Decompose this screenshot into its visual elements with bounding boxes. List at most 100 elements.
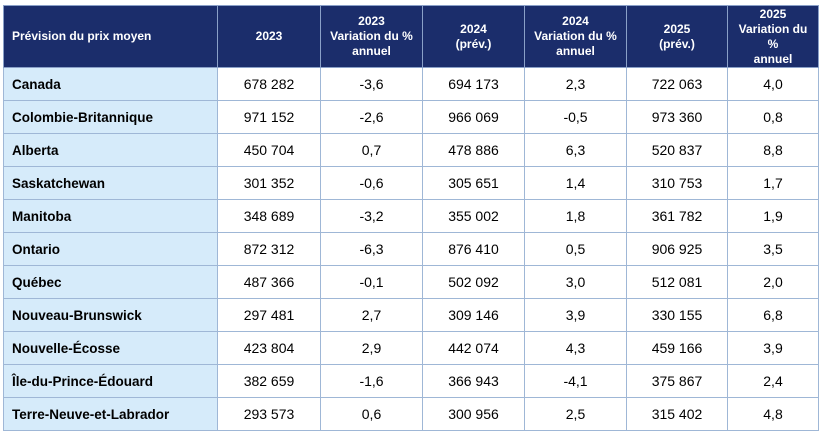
price-2025: 361 782 <box>626 199 728 233</box>
header-2024-change: 2024 Variation du % annuel <box>524 5 627 68</box>
price-2025: 459 166 <box>626 331 728 365</box>
change-2024: 1,8 <box>524 199 627 233</box>
change-2024: 0,5 <box>524 232 627 266</box>
region-name: Québec <box>3 265 218 299</box>
change-2025: 1,7 <box>727 166 819 200</box>
change-2024: 3,9 <box>524 298 627 332</box>
change-2025: 1,9 <box>727 199 819 233</box>
price-forecast-table: Prévision du prix moyen 2023 2023 Variat… <box>3 5 819 431</box>
price-2025: 310 753 <box>626 166 728 200</box>
change-2024: 1,4 <box>524 166 627 200</box>
price-2023: 678 282 <box>217 67 321 101</box>
price-2025: 315 402 <box>626 397 728 431</box>
header-2024-forecast: 2024 (prév.) <box>422 5 525 68</box>
price-2023: 450 704 <box>217 133 321 167</box>
price-2023: 297 481 <box>217 298 321 332</box>
header-2023: 2023 <box>217 5 321 68</box>
price-2024: 694 173 <box>422 67 525 101</box>
header-2023-change: 2023 Variation du % annuel <box>320 5 423 68</box>
table-row: Nouvelle-Écosse 423 804 2,9 442 074 4,3 … <box>3 331 819 365</box>
change-2025: 3,9 <box>727 331 819 365</box>
table-row: Terre-Neuve-et-Labrador 293 573 0,6 300 … <box>3 397 819 431</box>
price-2025: 512 081 <box>626 265 728 299</box>
change-2024: 2,3 <box>524 67 627 101</box>
region-name: Canada <box>3 67 218 101</box>
price-2024: 309 146 <box>422 298 525 332</box>
change-2025: 6,8 <box>727 298 819 332</box>
header-region-label: Prévision du prix moyen <box>12 29 152 43</box>
header-2025-change: 2025 Variation du % annuel <box>727 5 819 68</box>
price-2023: 293 573 <box>217 397 321 431</box>
price-2023: 382 659 <box>217 364 321 398</box>
price-2025: 330 155 <box>626 298 728 332</box>
region-name: Nouveau-Brunswick <box>3 298 218 332</box>
header-2025-change-line2: Variation du % <box>738 21 808 51</box>
region-name: Colombie-Britannique <box>3 100 218 134</box>
price-2024: 966 069 <box>422 100 525 134</box>
change-2024: -0,5 <box>524 100 627 134</box>
change-2025: 4,0 <box>727 67 819 101</box>
price-2024: 355 002 <box>422 199 525 233</box>
region-name: Terre-Neuve-et-Labrador <box>3 397 218 431</box>
change-2023: -3,6 <box>320 67 423 101</box>
price-forecast-table-container: Prévision du prix moyen 2023 2023 Variat… <box>3 5 819 431</box>
change-2023: -1,6 <box>320 364 423 398</box>
change-2023: -2,6 <box>320 100 423 134</box>
table-row: Alberta 450 704 0,7 478 886 6,3 520 837 … <box>3 133 819 167</box>
change-2023: 2,9 <box>320 331 423 365</box>
region-name: Alberta <box>3 133 218 167</box>
header-2024-change-line2: Variation du % <box>534 29 617 43</box>
change-2024: 2,5 <box>524 397 627 431</box>
header-2024-change-line3: annuel <box>556 44 595 58</box>
price-2023: 971 152 <box>217 100 321 134</box>
table-row: Saskatchewan 301 352 -0,6 305 651 1,4 31… <box>3 166 819 200</box>
price-2024: 366 943 <box>422 364 525 398</box>
change-2023: -0,1 <box>320 265 423 299</box>
table-row: Québec 487 366 -0,1 502 092 3,0 512 081 … <box>3 265 819 299</box>
price-2023: 423 804 <box>217 331 321 365</box>
price-2024: 442 074 <box>422 331 525 365</box>
header-2025-change-line1: 2025 <box>759 6 787 21</box>
change-2023: -6,3 <box>320 232 423 266</box>
region-name: Nouvelle-Écosse <box>3 331 218 365</box>
header-2025-forecast-line2: (prév.) <box>659 36 695 51</box>
header-2024-forecast-line1: 2024 <box>460 21 487 36</box>
change-2025: 2,0 <box>727 265 819 299</box>
price-2024: 300 956 <box>422 397 525 431</box>
change-2025: 2,4 <box>727 364 819 398</box>
table-row: Ontario 872 312 -6,3 876 410 0,5 906 925… <box>3 232 819 266</box>
change-2025: 3,5 <box>727 232 819 266</box>
header-2023-change-line3: annuel <box>352 44 391 58</box>
region-name: Île-du-Prince-Édouard <box>3 364 218 398</box>
header-2025-change-line3: annuel <box>753 51 793 66</box>
price-2024: 502 092 <box>422 265 525 299</box>
price-2024: 876 410 <box>422 232 525 266</box>
header-2023-label: 2023 <box>255 29 283 43</box>
change-2023: -3,2 <box>320 199 423 233</box>
price-2025: 520 837 <box>626 133 728 167</box>
price-2023: 348 689 <box>217 199 321 233</box>
header-2024-change-line1: 2024 <box>562 14 589 28</box>
change-2025: 0,8 <box>727 100 819 134</box>
change-2023: 0,7 <box>320 133 423 167</box>
change-2025: 4,8 <box>727 397 819 431</box>
price-2023: 487 366 <box>217 265 321 299</box>
price-2025: 906 925 <box>626 232 728 266</box>
price-2024: 478 886 <box>422 133 525 167</box>
header-2023-change-line2: Variation du % <box>330 29 413 43</box>
header-2025-forecast: 2025 (prév.) <box>626 5 728 68</box>
region-name: Ontario <box>3 232 218 266</box>
price-2025: 973 360 <box>626 100 728 134</box>
change-2023: -0,6 <box>320 166 423 200</box>
table-header-row: Prévision du prix moyen 2023 2023 Variat… <box>3 5 819 68</box>
table-row: Canada 678 282 -3,6 694 173 2,3 722 063 … <box>3 67 819 101</box>
price-2025: 722 063 <box>626 67 728 101</box>
region-name: Manitoba <box>3 199 218 233</box>
change-2023: 0,6 <box>320 397 423 431</box>
change-2023: 2,7 <box>320 298 423 332</box>
header-2023-change-line1: 2023 <box>358 14 385 28</box>
change-2024: -4,1 <box>524 364 627 398</box>
change-2024: 3,0 <box>524 265 627 299</box>
price-2024: 305 651 <box>422 166 525 200</box>
table-row: Manitoba 348 689 -3,2 355 002 1,8 361 78… <box>3 199 819 233</box>
